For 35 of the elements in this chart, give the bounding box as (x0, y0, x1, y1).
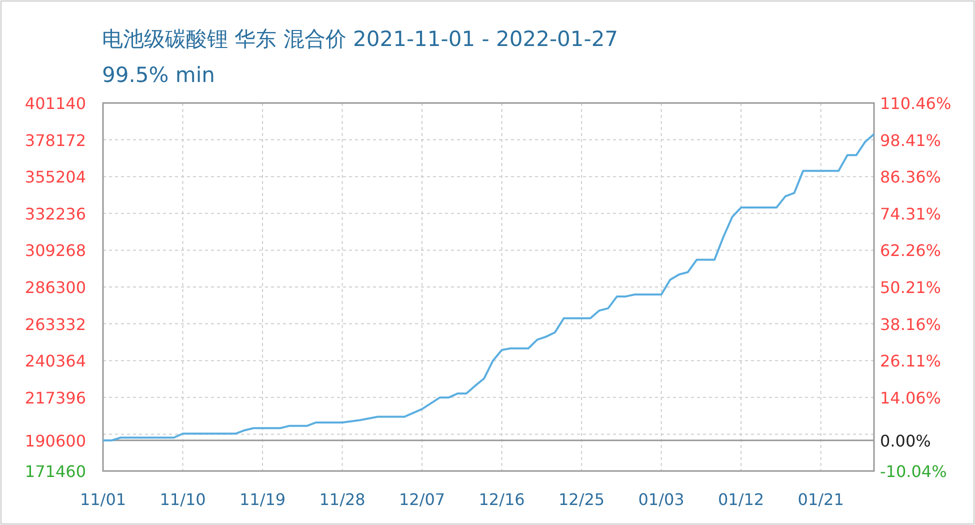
x-tick-label: 01/21 (798, 490, 844, 509)
chart-title: 电池级碳酸锂 华东 混合价 2021-11-01 - 2022-01-27 (102, 27, 618, 51)
y-tick-label: 240364 (24, 352, 86, 371)
y-tick-label: 171460 (24, 462, 86, 481)
y2-tick-label: 0.00% (880, 431, 931, 450)
y2-tick-label: 74.31% (880, 204, 942, 224)
y-tick-label: 190600 (24, 431, 86, 450)
y2-tick-label: 62.26% (880, 241, 942, 260)
y2-tick-label: 110.46% (880, 94, 952, 113)
y-tick-label: 332236 (24, 204, 86, 224)
y2-tick-label: 26.11% (880, 352, 942, 371)
x-tick-label: 12/07 (398, 490, 446, 509)
x-tick-label: 01/12 (718, 490, 764, 509)
y2-tick-label: 50.21% (880, 278, 942, 297)
y2-tick-label: 98.41% (880, 130, 942, 150)
y-tick-label: 401140 (24, 94, 86, 113)
y2-tick-label: 86.36% (880, 168, 942, 187)
line-series (102, 133, 875, 442)
y-tick-label: 286300 (24, 278, 86, 297)
y2-tick-label: -10.04% (880, 462, 947, 481)
y-tick-label: 355204 (24, 168, 86, 187)
y-tick-label: 378172 (24, 130, 86, 150)
y-tick-label: 309268 (24, 241, 86, 260)
x-tick-label: 12/16 (478, 490, 525, 509)
x-tick-label: 12/25 (558, 490, 605, 509)
chart-subtitle: 99.5% min (102, 63, 215, 87)
x-tick-label: 11/01 (80, 490, 126, 509)
y-tick-label: 217396 (24, 388, 86, 408)
x-tick-label: 11/28 (319, 490, 366, 509)
y2-tick-label: 14.06% (880, 388, 942, 408)
x-tick-label: 11/10 (160, 490, 206, 509)
x-tick-label: 11/19 (239, 490, 286, 509)
y-tick-label: 263332 (24, 314, 86, 334)
x-tick-label: 01/03 (638, 490, 684, 509)
y2-tick-label: 38.16% (880, 314, 942, 334)
